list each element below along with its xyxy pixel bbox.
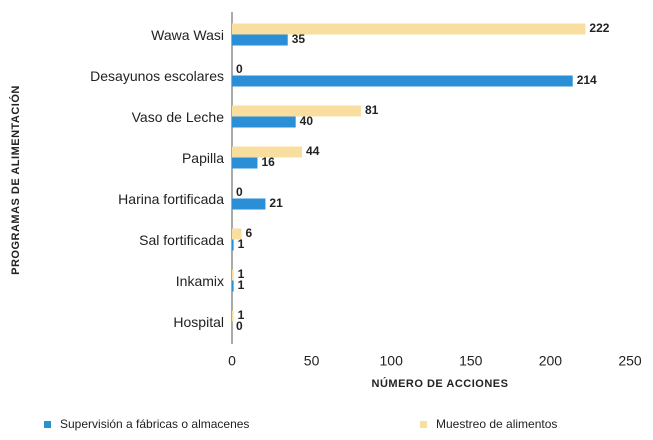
y-tick-label: Inkamix	[176, 273, 224, 289]
value-label: 1	[238, 267, 245, 281]
bar	[232, 239, 234, 251]
bar	[232, 280, 234, 292]
y-tick-label: Harina fortificada	[118, 191, 224, 207]
bar	[232, 310, 234, 322]
bar	[232, 116, 296, 128]
x-tick-label: 0	[228, 353, 236, 369]
value-label: 0	[236, 185, 243, 199]
legend-label: Muestreo de alimentos	[436, 417, 557, 431]
value-label: 1	[238, 237, 245, 251]
value-label: 35	[292, 32, 306, 46]
bar	[232, 105, 361, 117]
value-label: 1	[238, 308, 245, 322]
value-label: 21	[269, 196, 283, 210]
legend-swatch	[44, 421, 51, 428]
x-tick-label: 50	[304, 353, 320, 369]
y-tick-label: Papilla	[182, 150, 224, 166]
x-tick-label: 100	[380, 353, 404, 369]
y-tick-label: Desayunos escolares	[90, 68, 224, 84]
value-label: 44	[306, 144, 320, 158]
bar	[232, 75, 573, 87]
bar	[232, 228, 242, 240]
y-tick-label: Vaso de Leche	[132, 109, 225, 125]
value-label: 40	[300, 114, 314, 128]
x-tick-label: 250	[618, 353, 642, 369]
bar	[232, 146, 303, 158]
value-label: 16	[261, 155, 275, 169]
value-label: 0	[236, 319, 243, 333]
x-tick-label: 150	[459, 353, 483, 369]
bar	[232, 269, 234, 281]
y-tick-label: Wawa Wasi	[151, 27, 224, 43]
value-label: 6	[246, 226, 253, 240]
legend-swatch	[420, 421, 427, 428]
x-tick-label: 200	[539, 353, 563, 369]
y-axis-title: PROGRAMAS DE ALIMENTACIÓN	[9, 85, 22, 275]
value-label: 81	[365, 103, 379, 117]
bar	[232, 34, 288, 46]
value-label: 1	[238, 278, 245, 292]
bar	[232, 198, 266, 210]
legend-label: Supervisión a fábricas o almacenes	[60, 417, 249, 431]
y-tick-label: Hospital	[173, 314, 224, 330]
value-label: 222	[589, 21, 609, 35]
y-tick-label: Sal fortificada	[139, 232, 224, 248]
value-label: 0	[236, 62, 243, 76]
bar	[232, 23, 586, 35]
bar	[232, 157, 258, 169]
x-axis-title: NÚMERO DE ACCIONES	[372, 377, 509, 390]
value-label: 214	[577, 73, 597, 87]
